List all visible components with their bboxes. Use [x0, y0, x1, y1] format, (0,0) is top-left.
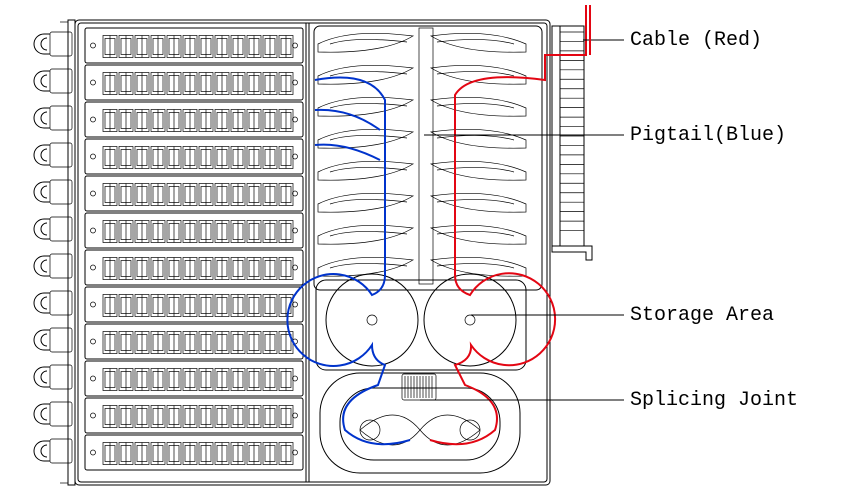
label-cable: Cable (Red): [630, 29, 762, 52]
mounting-bracket-slots: [552, 32, 592, 260]
hinged-panel: [60, 20, 75, 485]
label-splice: Splicing Joint: [630, 389, 798, 412]
label-storage: Storage Area: [630, 304, 774, 327]
enclosure: [75, 20, 550, 485]
label-pigtail: Pigtail(Blue): [630, 124, 786, 147]
fiber-organizer: [314, 26, 542, 290]
storage-area: [316, 274, 526, 370]
splice-tray: [320, 373, 520, 473]
cable-red-path: [430, 5, 586, 444]
cable-entry-clips: [34, 32, 72, 463]
annotations: Cable (Red) Pigtail(Blue) Storage Area Spli…: [420, 29, 798, 412]
adapter-panel: [85, 28, 303, 470]
